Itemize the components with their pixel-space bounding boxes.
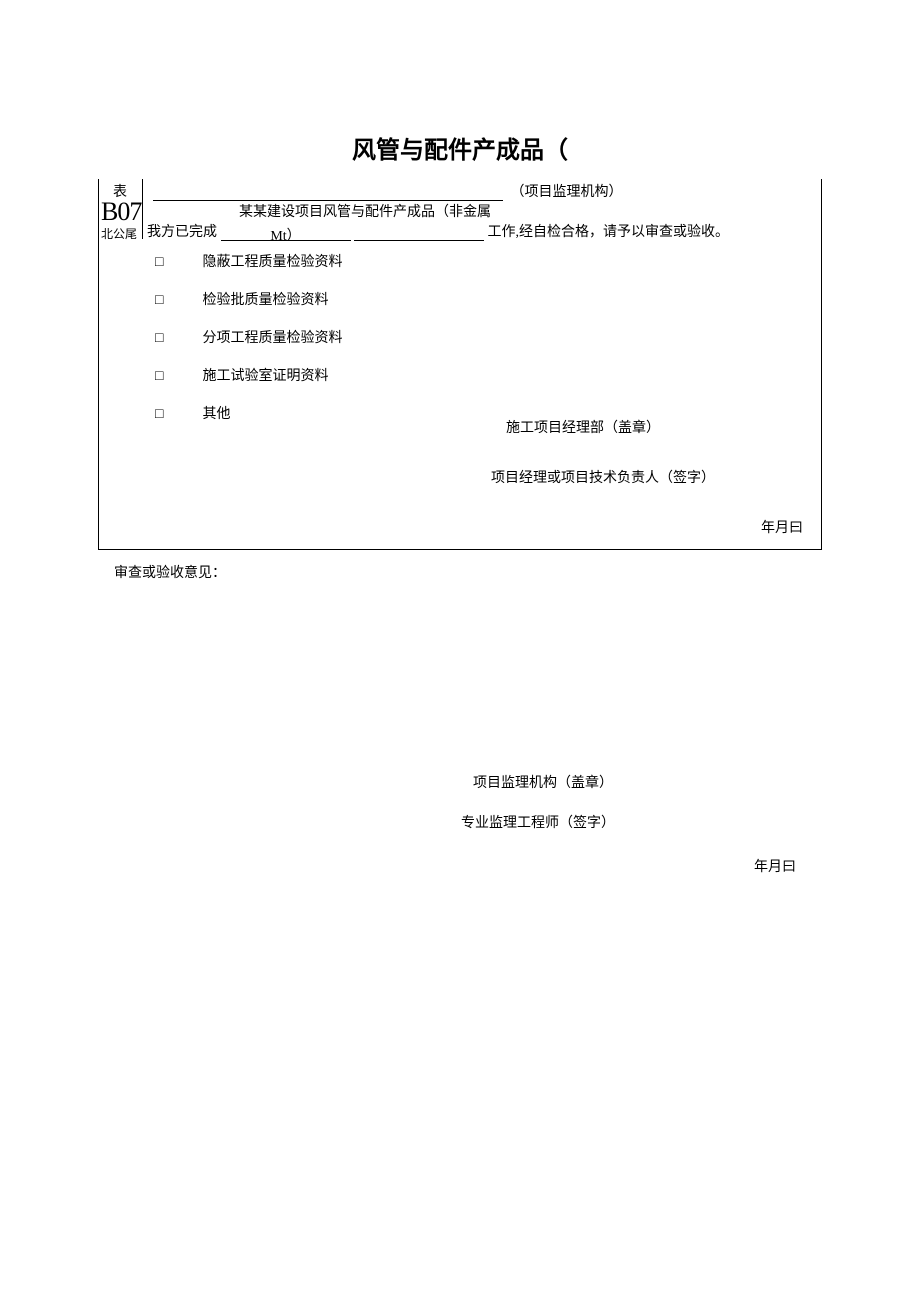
check-row-1: □ 检验批质量检验资料 xyxy=(155,289,811,309)
form-code: B07 xyxy=(101,197,141,227)
construction-stamp-line: 施工项目经理部（盖章） xyxy=(155,417,811,437)
check-label-4: 其他 xyxy=(203,407,231,422)
supervision-stamp-line: 项目监理机构（盖章） xyxy=(114,772,822,792)
check-row-2: □ 分项工程质量检验资料 xyxy=(155,327,811,347)
check-label-0: 隐蔽工程质量检验资料 xyxy=(203,255,343,270)
form-header-box: 表 B07 北公尾 （项目监理机构） 某某建设项目风管与配件产成品（非金属 我方… xyxy=(98,179,822,239)
manager-sign-line: 项目经理或项目技术负责人（签字） xyxy=(155,467,811,487)
org-suffix: （项目监理机构） xyxy=(511,181,623,201)
check-label-3: 施工试验室证明资料 xyxy=(203,369,329,384)
date-line-1: 年月曰 xyxy=(155,517,811,537)
checkbox-icon: □ xyxy=(155,293,169,309)
org-name-blank xyxy=(153,185,503,201)
project-line: 某某建设项目风管与配件产成品（非金属 xyxy=(239,201,491,221)
checkbox-icon: □ xyxy=(155,407,169,423)
date-line-2: 年月曰 xyxy=(114,856,822,876)
checkbox-icon: □ xyxy=(155,331,169,347)
completion-prefix: 我方已完成 xyxy=(147,225,217,240)
check-row-3: □ 施工试验室证明资料 xyxy=(155,365,811,385)
form-code-column: 表 B07 北公尾 xyxy=(99,179,143,239)
review-title: 审查或验收意见： xyxy=(114,562,822,582)
checkbox-icon: □ xyxy=(155,255,169,271)
org-line: （项目监理机构） xyxy=(153,181,811,199)
document-title: 风管与配件产成品（ xyxy=(98,130,822,165)
form-body-box: □ 隐蔽工程质量检验资料 □ 检验批质量检验资料 □ 分项工程质量检验资料 □ … xyxy=(98,239,822,550)
review-section: 审查或验收意见： 项目监理机构（盖章） 专业监理工程师（签字） 年月曰 xyxy=(98,550,822,876)
check-label-2: 分项工程质量检验资料 xyxy=(203,331,343,346)
check-row-0: □ 隐蔽工程质量检验资料 xyxy=(155,251,811,271)
completion-line: 我方已完成 Mt） 工作,经自检合格，请予以审查或验收。 xyxy=(147,221,811,241)
completion-suffix: 工作,经自检合格，请予以审查或验收。 xyxy=(488,225,730,240)
document-page: 风管与配件产成品（ 表 B07 北公尾 （项目监理机构） 某某建设项目风管与配件… xyxy=(0,0,920,876)
engineer-sign-line: 专业监理工程师（签字） xyxy=(114,812,822,832)
check-label-1: 检验批质量检验资料 xyxy=(203,293,329,308)
checkbox-icon: □ xyxy=(155,369,169,385)
